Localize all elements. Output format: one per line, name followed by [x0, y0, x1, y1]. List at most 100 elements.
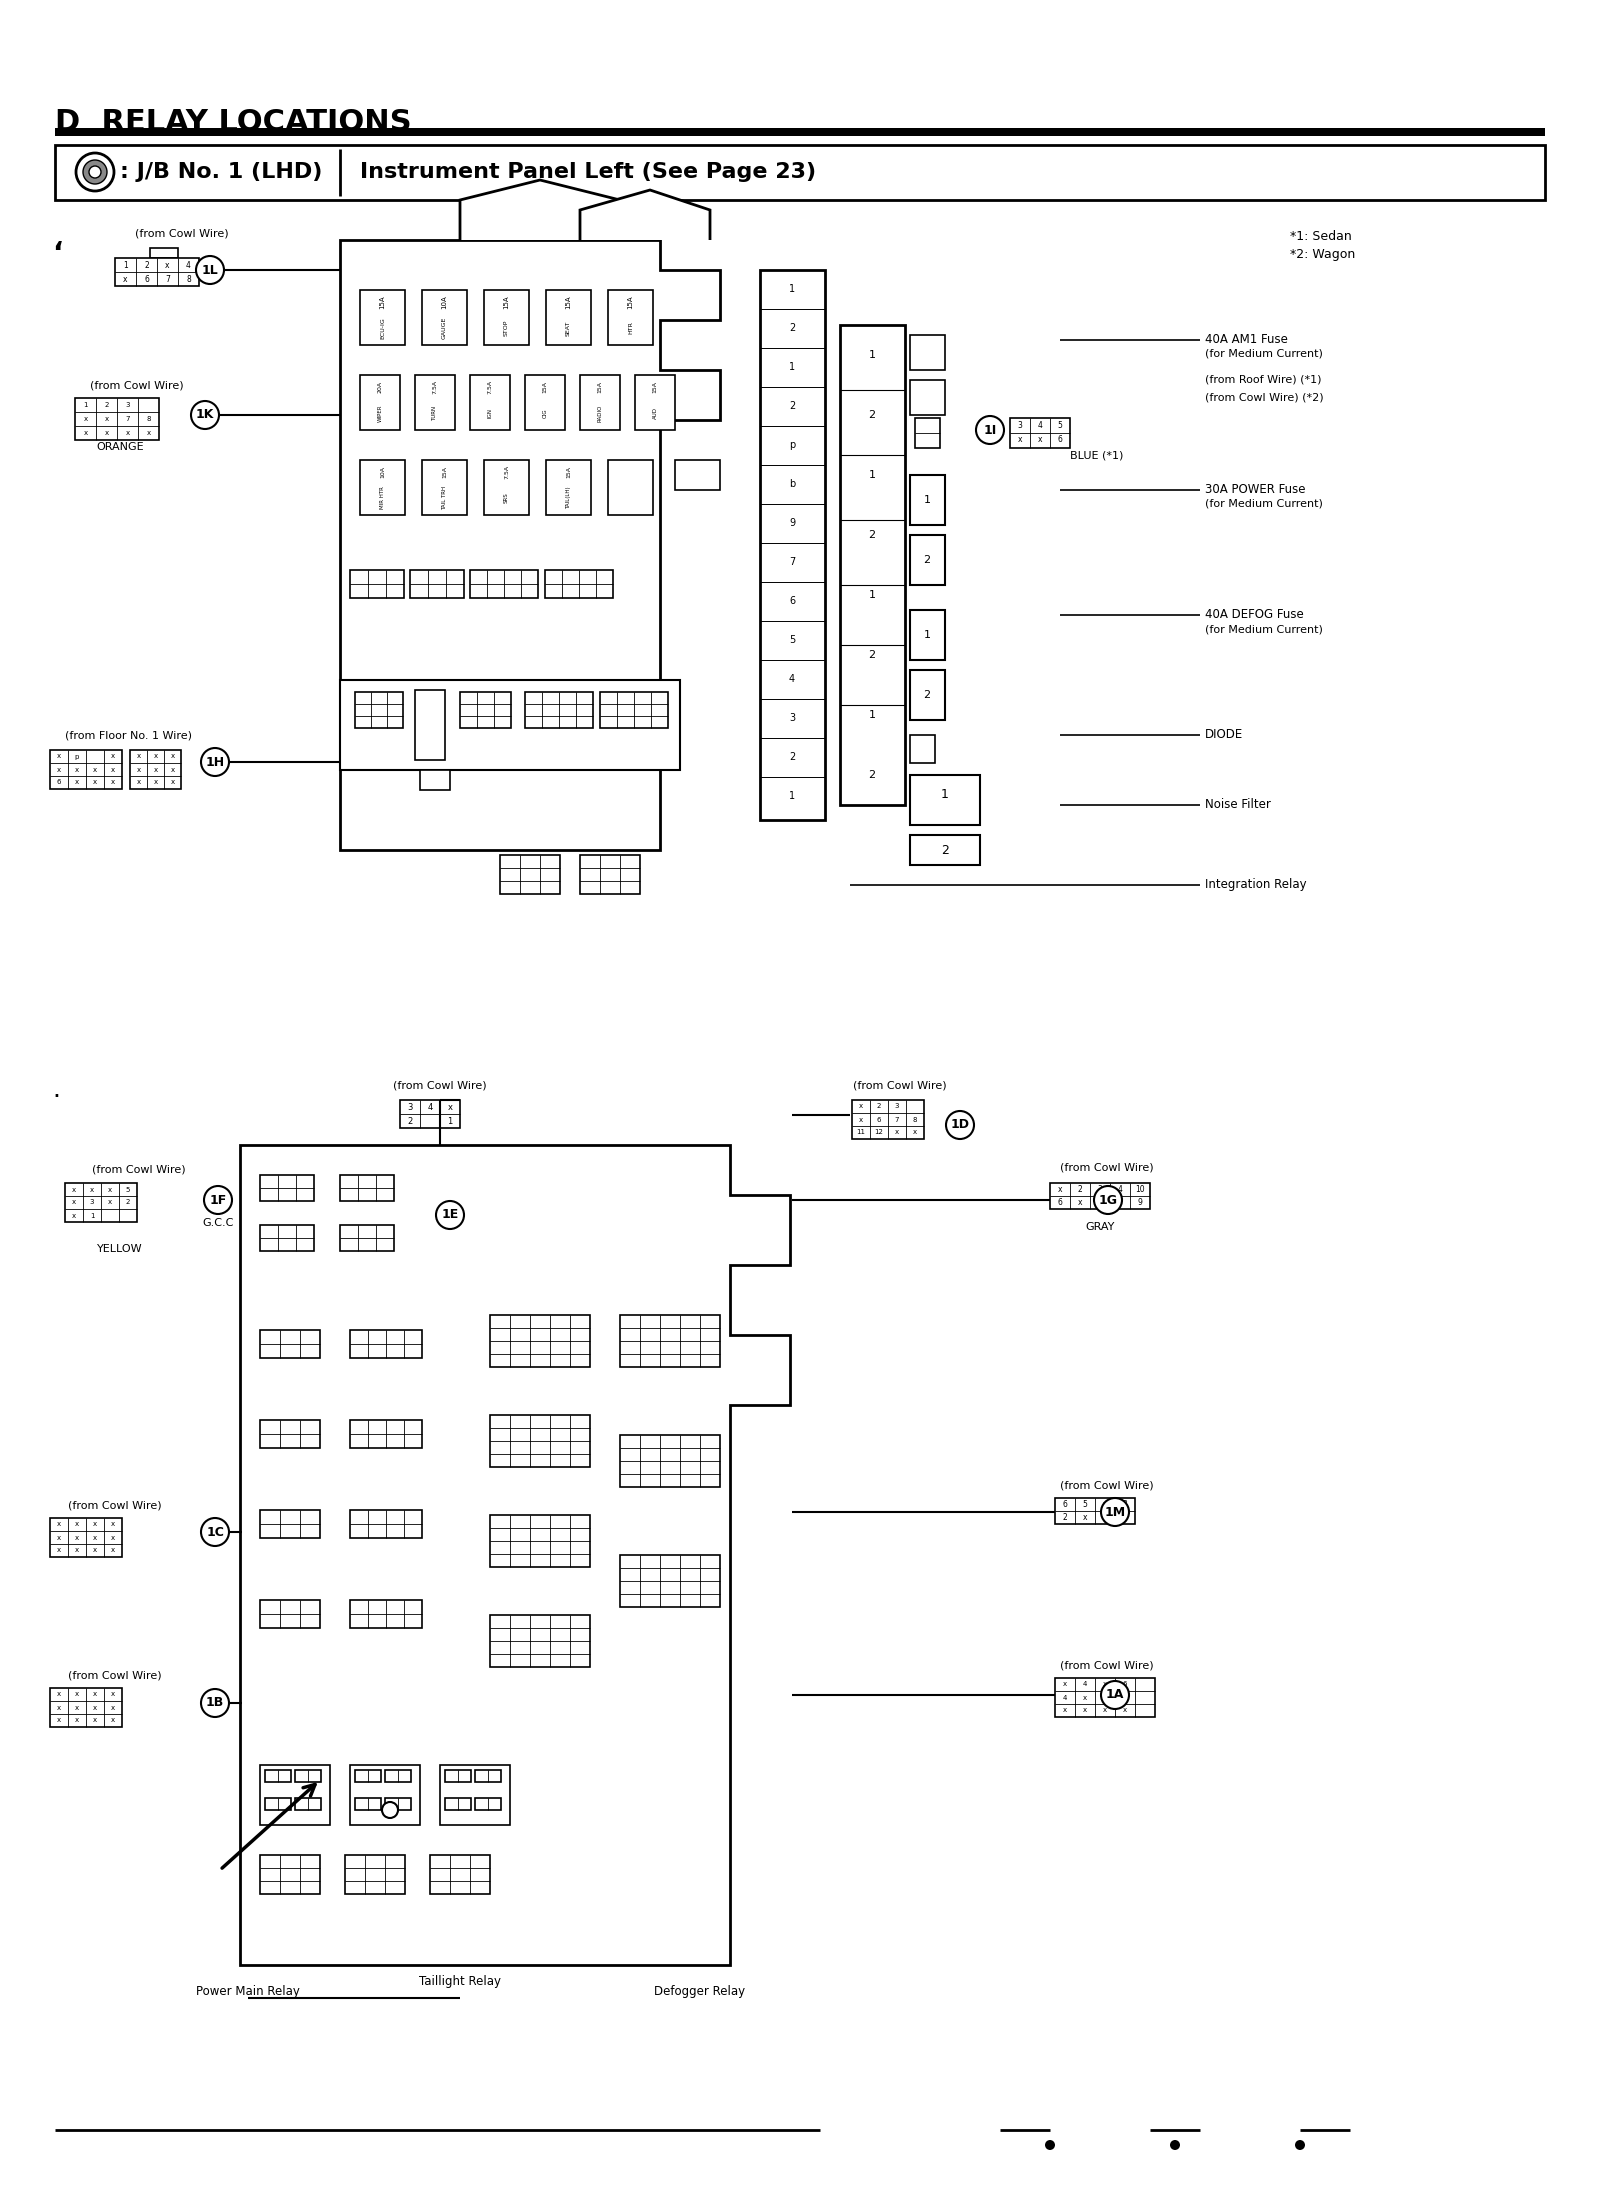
Text: (from Cowl Wire): (from Cowl Wire) [1059, 1660, 1154, 1671]
Text: : J/B No. 1 (LHD): : J/B No. 1 (LHD) [120, 163, 322, 183]
Text: x: x [93, 1547, 98, 1554]
Text: x: x [136, 753, 141, 759]
Text: x: x [110, 1717, 115, 1723]
Bar [339, 1226, 394, 1250]
Text: 8: 8 [146, 416, 150, 423]
Text: x: x [136, 779, 141, 786]
Text: (for Medium Current): (for Medium Current) [1205, 350, 1323, 359]
Circle shape [1294, 2139, 1306, 2150]
Text: x: x [110, 1521, 115, 1527]
Bar [579, 374, 621, 429]
Text: 3: 3 [125, 403, 130, 407]
Text: AUD: AUD [653, 407, 658, 418]
Text: x: x [58, 1547, 61, 1554]
Text: 10: 10 [1134, 1184, 1146, 1193]
Text: 7: 7 [789, 557, 795, 568]
Text: 2: 2 [877, 1103, 882, 1109]
Bar [475, 1770, 501, 1783]
Text: x: x [58, 1693, 61, 1697]
Bar [266, 1770, 291, 1783]
Text: WIPER: WIPER [378, 405, 382, 423]
Text: ECU-IG: ECU-IG [381, 317, 386, 339]
Polygon shape [461, 180, 621, 240]
Text: x: x [58, 1521, 61, 1527]
Text: x: x [136, 766, 141, 773]
Text: 9: 9 [789, 517, 795, 528]
Text: 1: 1 [923, 495, 931, 504]
Circle shape [1094, 1186, 1122, 1215]
Text: x: x [914, 1129, 917, 1136]
Bar [422, 291, 467, 346]
Text: x: x [75, 1534, 78, 1541]
Text: 1: 1 [123, 260, 128, 269]
Text: BLUE (*1): BLUE (*1) [1070, 449, 1123, 460]
Text: ‘: ‘ [51, 240, 62, 269]
Text: 1: 1 [789, 361, 795, 372]
Text: x: x [448, 1103, 453, 1112]
Bar [414, 689, 445, 759]
Bar [294, 1798, 322, 1809]
Text: DIODE: DIODE [1205, 729, 1243, 742]
Circle shape [1101, 1682, 1130, 1708]
Text: SEAT: SEAT [566, 321, 571, 337]
Text: x: x [93, 1521, 98, 1527]
Bar [910, 335, 946, 370]
Text: p: p [789, 440, 795, 449]
Text: x: x [75, 1717, 78, 1723]
Bar [414, 374, 454, 429]
Text: 1L: 1L [202, 264, 218, 277]
Text: (from Cowl Wire): (from Cowl Wire) [93, 1164, 186, 1175]
Text: HTR: HTR [627, 321, 634, 335]
Text: x: x [147, 429, 150, 436]
Text: x: x [104, 416, 109, 423]
Text: x: x [154, 753, 157, 759]
Bar [579, 854, 640, 894]
Bar [1010, 418, 1070, 449]
Text: (for Medium Current): (for Medium Current) [1205, 625, 1323, 634]
Text: x: x [171, 766, 174, 773]
Bar [350, 1510, 422, 1538]
Text: 2: 2 [1078, 1184, 1082, 1193]
Text: 3: 3 [1018, 423, 1022, 431]
Text: x: x [93, 1717, 98, 1723]
Text: D  RELAY LOCATIONS: D RELAY LOCATIONS [54, 108, 411, 136]
Bar [910, 834, 979, 865]
Text: 1C: 1C [206, 1525, 224, 1538]
Bar [259, 1765, 330, 1825]
Bar [259, 1510, 320, 1538]
Bar [386, 1798, 411, 1809]
Bar [266, 1798, 291, 1809]
Text: 2: 2 [869, 409, 875, 420]
Bar [350, 1765, 419, 1825]
Text: Defogger Relay: Defogger Relay [654, 1985, 746, 1999]
Text: x: x [1062, 1682, 1067, 1688]
Text: x: x [75, 1547, 78, 1554]
Text: 4: 4 [1037, 423, 1043, 431]
Text: 1: 1 [869, 590, 875, 601]
Bar [621, 1314, 720, 1367]
Bar [350, 1420, 422, 1448]
Bar [675, 460, 720, 491]
Bar [461, 691, 510, 729]
Text: 8: 8 [912, 1116, 917, 1123]
Bar [635, 374, 675, 429]
Text: 1: 1 [90, 1213, 94, 1219]
Text: 2: 2 [789, 324, 795, 332]
Text: (from Cowl Wire): (from Cowl Wire) [90, 381, 184, 390]
Text: 2: 2 [1123, 1695, 1126, 1701]
Bar [546, 460, 590, 515]
Text: 3: 3 [789, 713, 795, 722]
Text: x: x [58, 1534, 61, 1541]
Circle shape [195, 255, 224, 284]
Text: 1: 1 [789, 284, 795, 295]
Bar [259, 1855, 320, 1895]
Text: 1K: 1K [195, 409, 214, 423]
Bar [115, 258, 198, 286]
Text: 1H: 1H [205, 755, 224, 768]
Text: 2: 2 [869, 530, 875, 539]
Bar [910, 610, 946, 660]
Text: x: x [58, 1704, 61, 1710]
Bar [360, 291, 405, 346]
Text: 2: 2 [923, 555, 931, 566]
Bar [440, 1765, 510, 1825]
